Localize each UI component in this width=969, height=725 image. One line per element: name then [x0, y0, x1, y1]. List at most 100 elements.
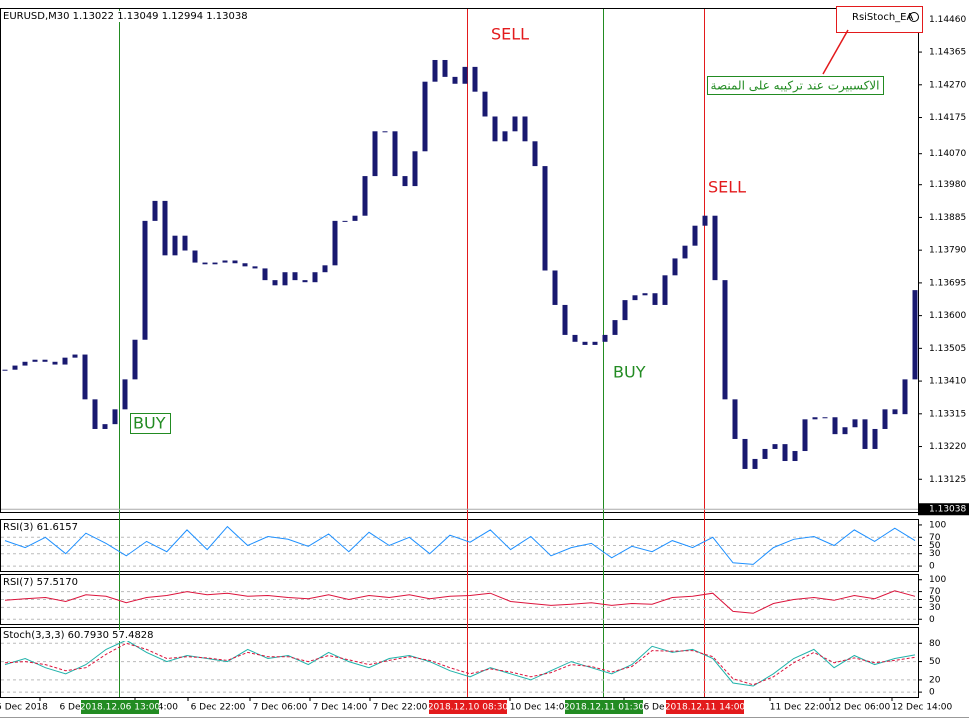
y-tick-label: 1.14270 — [929, 80, 966, 90]
note: الاكسبيرت عند تركيبه على المنصة — [711, 79, 880, 94]
y-tick-label: 1.14365 — [929, 48, 966, 58]
y-tick-label: 0 — [929, 615, 935, 625]
time-highlight — [565, 700, 643, 714]
x-tick-label: 14:00 — [152, 703, 178, 713]
candle — [92, 399, 98, 429]
y-tick-label: 50 — [929, 595, 941, 605]
candle — [592, 341, 598, 345]
candle — [412, 151, 418, 187]
candle — [772, 444, 778, 449]
time-highlight-label: 2018.12.06 13:00 — [80, 703, 161, 713]
candle — [392, 131, 398, 177]
candle — [852, 419, 858, 428]
candle — [102, 424, 108, 429]
candle — [222, 260, 228, 263]
y-tick-label: 1.13790 — [929, 246, 966, 256]
candle — [242, 263, 248, 267]
pane-title: Stoch(3,3,3) 60.7930 57.4828 — [3, 630, 154, 641]
y-tick-label: 0 — [929, 688, 935, 698]
x-tick-label: 5 Dec 2018 — [0, 703, 48, 713]
candle — [152, 200, 158, 221]
candle — [192, 250, 198, 263]
signals: BUY SELL BUY SELL — [119, 9, 746, 697]
candle — [762, 448, 768, 459]
candle — [282, 272, 288, 286]
candle — [882, 409, 888, 429]
candle — [362, 176, 368, 216]
x-tick-label: 12 Dec 06:00 — [830, 703, 891, 713]
candle — [892, 409, 898, 415]
y-tick-label: 1.13695 — [929, 278, 966, 288]
signal-label: SELL — [491, 25, 529, 44]
candle — [12, 365, 18, 370]
y-tick-label: 100 — [929, 520, 946, 530]
y-tick-label: 1.14175 — [929, 113, 966, 123]
overlays: RsiStoch_EA الاكسبيرت عند تركيبه على الم… — [80, 6, 923, 714]
candle — [262, 268, 268, 281]
candle — [562, 304, 568, 335]
candle — [162, 200, 168, 256]
candle — [402, 176, 408, 187]
signal-label: BUY — [133, 414, 166, 433]
candle — [722, 280, 728, 400]
candle — [312, 272, 318, 283]
pane-title: EURUSD,M30 1.13022 1.13049 1.12994 1.130… — [3, 11, 248, 22]
candle — [912, 290, 918, 380]
current-price: 1.13038 — [929, 505, 966, 515]
candle — [532, 141, 538, 167]
candle — [382, 131, 388, 133]
expert-box[interactable] — [836, 6, 923, 33]
candle — [472, 66, 478, 92]
signal-label: SELL — [708, 178, 746, 197]
candle — [482, 91, 488, 117]
candle — [452, 76, 458, 84]
candle — [202, 262, 208, 265]
candle — [692, 225, 698, 246]
candle — [582, 341, 588, 345]
candle — [552, 270, 558, 305]
x-tick-label: 11 Dec 22:00 — [770, 703, 831, 713]
candle — [682, 245, 688, 259]
y-tick-label: 1.13505 — [929, 344, 966, 354]
note-box — [707, 76, 884, 95]
indicator-line — [4, 525, 916, 565]
candle — [142, 220, 148, 340]
y-tick-label: 1.13410 — [929, 377, 966, 387]
signal-box — [130, 413, 171, 434]
candle — [652, 293, 658, 305]
candle — [112, 409, 118, 425]
candle — [82, 354, 88, 400]
pane-title-bg — [2, 522, 79, 533]
y-tick-label: 1.13220 — [929, 442, 966, 452]
candle — [522, 116, 528, 142]
candle — [842, 427, 848, 435]
x-tick-label: 6 De — [59, 703, 81, 713]
candle — [782, 444, 788, 462]
candle — [132, 339, 138, 380]
candle — [512, 116, 518, 132]
candle — [462, 66, 468, 84]
y-tick-label: 1.13980 — [929, 180, 966, 190]
pane-title-bg — [2, 577, 79, 588]
x-tick-label: 7 Dec 14:00 — [313, 703, 368, 713]
y-tick-label: 80 — [929, 639, 941, 649]
y-tick-label: 1.13600 — [929, 311, 966, 321]
indicator-line — [4, 590, 916, 614]
indicator-line — [4, 642, 916, 686]
candle — [862, 419, 868, 449]
candle — [322, 265, 328, 273]
candle — [752, 458, 758, 469]
candle — [2, 369, 8, 371]
candle — [612, 320, 618, 335]
candle — [502, 131, 508, 142]
candle — [492, 116, 498, 142]
y-tick-label: 70 — [929, 587, 941, 597]
y-tick-label: 70 — [929, 533, 941, 543]
y-tick-label: 50 — [929, 657, 941, 667]
candle — [122, 379, 128, 410]
candle — [622, 300, 628, 321]
main-pane — [0, 8, 919, 513]
candle — [872, 428, 878, 449]
candle — [32, 359, 38, 362]
